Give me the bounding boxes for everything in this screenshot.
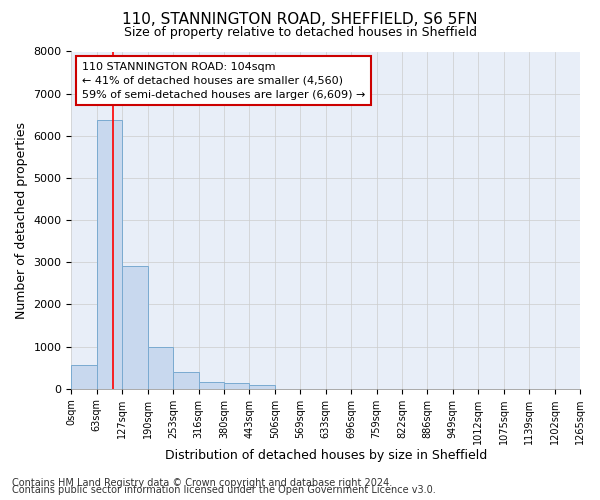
Bar bbox=[250, 385, 275, 388]
Text: 110, STANNINGTON ROAD, SHEFFIELD, S6 5FN: 110, STANNINGTON ROAD, SHEFFIELD, S6 5FN bbox=[122, 12, 478, 28]
Bar bbox=[148, 347, 173, 389]
Text: 110 STANNINGTON ROAD: 104sqm
← 41% of detached houses are smaller (4,560)
59% of: 110 STANNINGTON ROAD: 104sqm ← 41% of de… bbox=[82, 62, 365, 100]
Bar bbox=[71, 364, 97, 388]
Bar bbox=[173, 372, 199, 388]
Text: Contains public sector information licensed under the Open Government Licence v3: Contains public sector information licen… bbox=[12, 485, 436, 495]
X-axis label: Distribution of detached houses by size in Sheffield: Distribution of detached houses by size … bbox=[164, 450, 487, 462]
Bar bbox=[224, 383, 250, 388]
Y-axis label: Number of detached properties: Number of detached properties bbox=[15, 122, 28, 318]
Bar bbox=[122, 266, 148, 388]
Text: Size of property relative to detached houses in Sheffield: Size of property relative to detached ho… bbox=[124, 26, 476, 39]
Text: Contains HM Land Registry data © Crown copyright and database right 2024.: Contains HM Land Registry data © Crown c… bbox=[12, 478, 392, 488]
Bar bbox=[97, 120, 122, 388]
Bar bbox=[199, 382, 224, 388]
